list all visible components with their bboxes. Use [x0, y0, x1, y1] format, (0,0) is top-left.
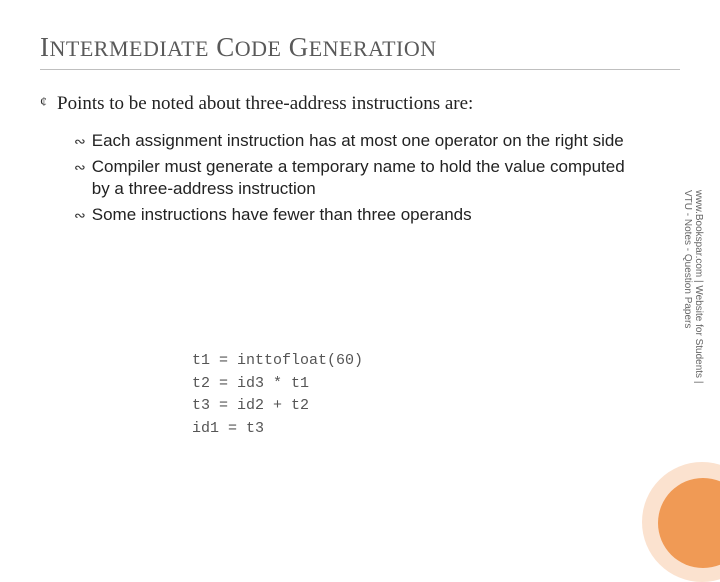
main-point-text: Points to be noted about three-address i… [57, 92, 473, 116]
slide-title: INTERMEDIATE CODE GENERATION [40, 32, 680, 70]
code-line: t2 = id3 * t1 [192, 375, 309, 392]
code-block: t1 = inttofloat(60) t2 = id3 * t1 t3 = i… [192, 350, 363, 440]
list-item: ∾ Each assignment instruction has at mos… [74, 130, 640, 152]
watermark-line2: VTU - Notes - Question Papers [682, 190, 693, 328]
bullet-level2-icon: ∾ [74, 156, 86, 178]
slide: INTERMEDIATE CODE GENERATION ¢ Points to… [0, 0, 720, 540]
list-item: ∾ Some instructions have fewer than thre… [74, 204, 640, 226]
main-point-row: ¢ Points to be noted about three-address… [40, 92, 680, 116]
bullet-level2-icon: ∾ [74, 204, 86, 226]
bullet-level2-icon: ∾ [74, 130, 86, 152]
sub-point-text: Each assignment instruction has at most … [92, 130, 624, 152]
side-watermark: www.Bookspar.com | Website for Students … [690, 190, 710, 470]
code-line: t3 = id2 + t2 [192, 397, 309, 414]
list-item: ∾ Compiler must generate a temporary nam… [74, 156, 640, 200]
bullet-level1-icon: ¢ [40, 92, 47, 114]
sub-point-list: ∾ Each assignment instruction has at mos… [74, 130, 640, 226]
sub-point-text: Compiler must generate a temporary name … [92, 156, 640, 200]
code-line: id1 = t3 [192, 420, 264, 437]
watermark-line1: www.Bookspar.com | Website for Students … [693, 190, 704, 383]
sub-point-text: Some instructions have fewer than three … [92, 204, 472, 226]
code-line: t1 = inttofloat(60) [192, 352, 363, 369]
